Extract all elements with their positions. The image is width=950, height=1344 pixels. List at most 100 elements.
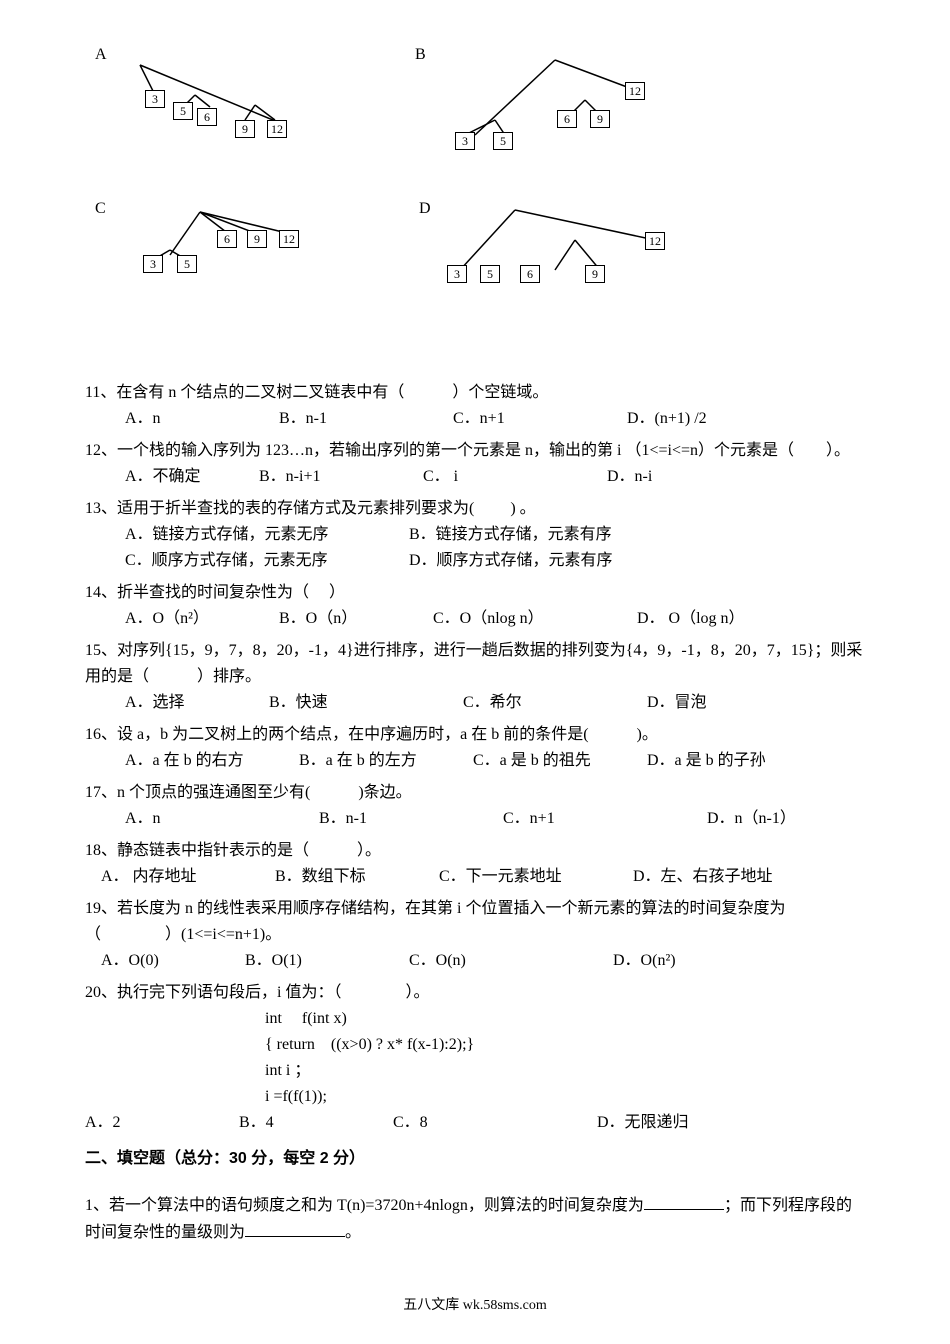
node: 3 — [143, 255, 163, 273]
node: 5 — [173, 102, 193, 120]
q18: 18、静态链表中指针表示的是（ ）。 A． 内存地址 B．数组下标 C．下一元素… — [85, 838, 865, 890]
q20: 20、执行完下列语句段后，i 值为：（ ）。 int f(int x) { re… — [85, 980, 865, 1136]
q15-b: B．快速 — [269, 690, 459, 716]
node: 3 — [447, 265, 467, 283]
q14-a: A．O（n²） — [125, 606, 275, 632]
node: 6 — [557, 110, 577, 128]
node: 9 — [247, 230, 267, 248]
q15-a: A．选择 — [125, 690, 265, 716]
blank-2 — [245, 1219, 345, 1237]
q12-b: B．n-i+1 — [259, 464, 419, 490]
q12-a: A．不确定 — [125, 464, 255, 490]
q13-a: A．链接方式存储，元素无序 — [125, 522, 405, 548]
q16-text: 16、设 a，b 为二叉树上的两个结点，在中序遍历时，a 在 b 前的条件是( … — [85, 726, 658, 743]
q18-a: A． 内存地址 — [101, 864, 271, 890]
q12-c: C． i — [423, 464, 603, 490]
section-2-title: 二、填空题（总分：30 分，每空 2 分） — [85, 1146, 865, 1172]
node: 12 — [279, 230, 299, 248]
q17: 17、n 个顶点的强连通图至少有( )条边。 A．n B．n-1 C．n+1 D… — [85, 780, 865, 832]
label-c: C — [95, 200, 106, 218]
node: 6 — [197, 108, 217, 126]
q20-d: D．无限递归 — [597, 1114, 689, 1131]
blank-1 — [644, 1192, 724, 1210]
q18-text: 18、静态链表中指针表示的是（ ）。 — [85, 842, 381, 859]
node: 12 — [267, 120, 287, 138]
q19-b: B．O(1) — [245, 948, 405, 974]
q12-text: 12、一个栈的输入序列为 123…n，若输出序列的第一个元素是 n，输出的第 i… — [85, 442, 850, 459]
label-a: A — [95, 46, 107, 64]
q16-b: B．a 在 b 的左方 — [299, 748, 469, 774]
q20-a: A．2 — [85, 1110, 235, 1136]
q15-d: D．冒泡 — [647, 690, 707, 716]
tree-a: A 3 5 6 9 12 — [95, 40, 355, 180]
q11-a: A．n — [125, 406, 275, 432]
tree-diagram-area: A 3 5 6 9 12 B — [85, 40, 865, 340]
q16-c: C．a 是 b 的祖先 — [473, 748, 643, 774]
node: 5 — [493, 132, 513, 150]
node: 3 — [145, 90, 165, 108]
q14: 14、折半查找的时间复杂性为（ ） A．O（n²） B．O（n） C．O（nlo… — [85, 580, 865, 632]
q12-d: D．n-i — [607, 464, 652, 490]
q12: 12、一个栈的输入序列为 123…n，若输出序列的第一个元素是 n，输出的第 i… — [85, 438, 865, 490]
q11-c: C．n+1 — [453, 406, 623, 432]
q15: 15、对序列{15，9，7，8，20，-1，4}进行排序，进行一趟后数据的排列变… — [85, 638, 865, 716]
q14-b: B．O（n） — [279, 606, 429, 632]
q13-text: 13、适用于折半查找的表的存储方式及元素排列要求为( ) 。 — [85, 500, 536, 517]
tree-c: C 3 5 6 9 12 — [95, 200, 355, 300]
q20-b: B．4 — [239, 1110, 389, 1136]
q20-code: int f(int x) { return ((x>0) ? x* f(x-1)… — [85, 1006, 865, 1110]
q18-c: C．下一元素地址 — [439, 864, 629, 890]
f1-pre: 1、若一个算法中的语句频度之和为 T(n)=3720n+4nlogn，则算法的时… — [85, 1197, 644, 1214]
q20-c4: i =f(f(1)); — [265, 1084, 865, 1110]
q19-c: C．O(n) — [409, 948, 609, 974]
q20-c3: int i ； — [265, 1058, 865, 1084]
q18-b: B．数组下标 — [275, 864, 435, 890]
q17-c: C．n+1 — [503, 806, 703, 832]
q17-text: 17、n 个顶点的强连通图至少有( )条边。 — [85, 784, 412, 801]
q13-d: D．顺序方式存储，元素有序 — [409, 548, 613, 574]
node: 12 — [645, 232, 665, 250]
node: 5 — [480, 265, 500, 283]
q11-b: B．n-1 — [279, 406, 449, 432]
fill-1: 1、若一个算法中的语句频度之和为 T(n)=3720n+4nlogn，则算法的时… — [85, 1192, 865, 1246]
f1-post: 。 — [345, 1224, 361, 1241]
q13: 13、适用于折半查找的表的存储方式及元素排列要求为( ) 。 A．链接方式存储，… — [85, 496, 865, 574]
q16-d: D．a 是 b 的子孙 — [647, 748, 766, 774]
q20-c: C．8 — [393, 1110, 593, 1136]
q19: 19、若长度为 n 的线性表采用顺序存储结构，在其第 i 个位置插入一个新元素的… — [85, 896, 865, 974]
q17-a: A．n — [125, 806, 315, 832]
node: 12 — [625, 82, 645, 100]
tree-d: D 3 5 6 9 12 — [405, 190, 725, 310]
q20-text: 20、执行完下列语句段后，i 值为：（ ）。 — [85, 984, 429, 1001]
q17-b: B．n-1 — [319, 806, 499, 832]
q18-d: D．左、右孩子地址 — [633, 868, 773, 885]
q15-c: C．希尔 — [463, 690, 643, 716]
node: 6 — [520, 265, 540, 283]
node: 3 — [455, 132, 475, 150]
node: 6 — [217, 230, 237, 248]
q16-a: A．a 在 b 的右方 — [125, 748, 295, 774]
q15-text: 15、对序列{15，9，7，8，20，-1，4}进行排序，进行一趟后数据的排列变… — [85, 642, 862, 685]
q20-c1: int f(int x) — [265, 1006, 865, 1032]
tree-b: B 12 9 6 3 5 — [415, 40, 715, 180]
footer: 五八文库 wk.58sms.com — [0, 1294, 950, 1314]
q17-d: D．n（n-1） — [707, 806, 796, 832]
q11: 11、在含有 n 个结点的二叉树二叉链表中有（ ）个空链域。 A．n B．n-1… — [85, 380, 865, 432]
q13-b: B．链接方式存储，元素有序 — [409, 522, 612, 548]
node: 5 — [177, 255, 197, 273]
q13-c: C．顺序方式存储，元素无序 — [125, 548, 405, 574]
q20-c2: { return ((x>0) ? x* f(x-1):2);} — [265, 1032, 865, 1058]
label-b: B — [415, 46, 426, 64]
q19-text: 19、若长度为 n 的线性表采用顺序存储结构，在其第 i 个位置插入一个新元素的… — [85, 900, 785, 943]
q19-a: A．O(0) — [101, 948, 241, 974]
node: 9 — [590, 110, 610, 128]
q14-c: C．O（nlog n） — [433, 606, 633, 632]
q19-d: D．O(n²) — [613, 952, 676, 969]
node: 9 — [235, 120, 255, 138]
q11-text: 11、在含有 n 个结点的二叉树二叉链表中有（ ）个空链域。 — [85, 384, 548, 401]
q14-d: D． O（log n） — [637, 606, 745, 632]
label-d: D — [419, 200, 431, 218]
q11-d: D．(n+1) /2 — [627, 406, 707, 432]
q14-text: 14、折半查找的时间复杂性为（ ） — [85, 584, 345, 601]
q16: 16、设 a，b 为二叉树上的两个结点，在中序遍历时，a 在 b 前的条件是( … — [85, 722, 865, 774]
